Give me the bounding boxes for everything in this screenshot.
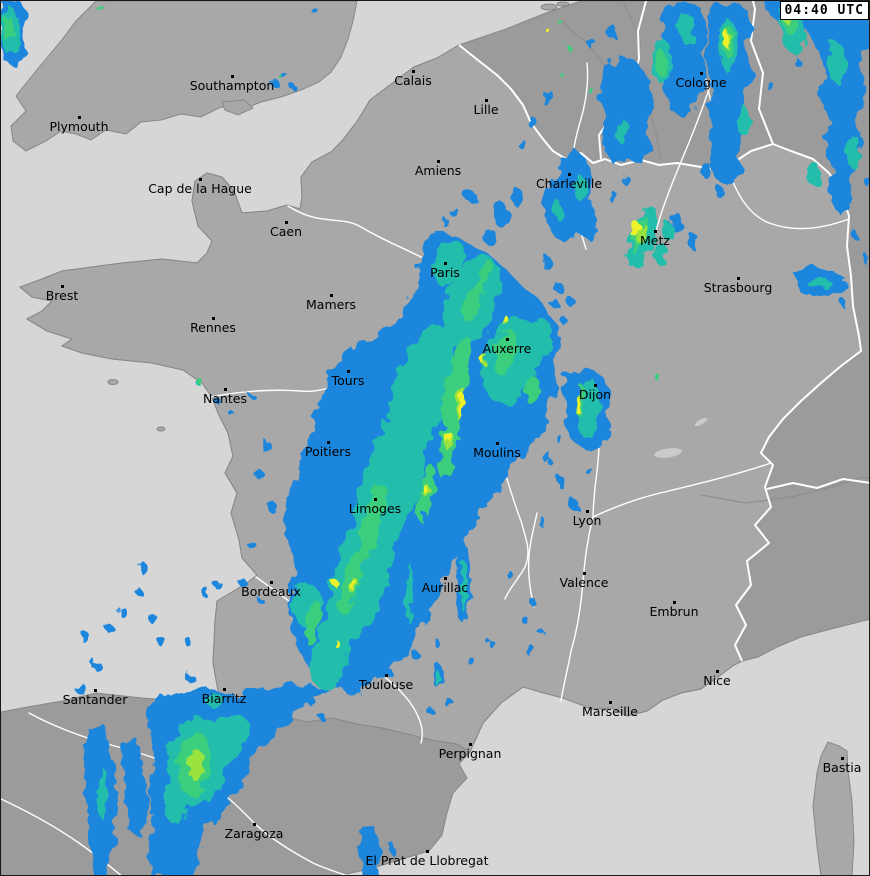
city-label-lyon: Lyon [572, 513, 602, 528]
city-label-lille: Lille [473, 102, 499, 117]
city-dot-lyon [586, 510, 589, 513]
city-label-zaragoza: Zaragoza [224, 826, 284, 841]
city-label-cologne: Cologne [675, 75, 727, 90]
city-label-el-prat-de-llobregat: El Prat de Llobregat [365, 853, 489, 868]
city-label-metz: Metz [640, 233, 670, 248]
city-dot-amiens [437, 160, 440, 163]
city-label-valence: Valence [559, 575, 609, 590]
city-dot-biarritz [223, 688, 226, 691]
city-label-limoges: Limoges [348, 501, 402, 516]
city-label-bastia: Bastia [822, 760, 862, 775]
city-dot-calais [412, 70, 415, 73]
city-label-poitiers: Poitiers [305, 444, 351, 459]
city-dot-plymouth [78, 116, 81, 119]
city-label-perpignan: Perpignan [438, 746, 502, 761]
city-dot-cologne [700, 72, 703, 75]
city-label-aurillac: Aurillac [421, 580, 469, 595]
lakes [654, 417, 708, 458]
city-label-nice: Nice [703, 673, 731, 688]
city-dot-tours [347, 370, 350, 373]
city-dot-lille [485, 99, 488, 102]
city-dot-caen [285, 221, 288, 224]
city-dot-cap-de-la-hague [199, 178, 202, 181]
city-dot-rennes [212, 317, 215, 320]
land-england [10, 1, 570, 152]
city-dot-santander [94, 689, 97, 692]
city-dot-brest [61, 285, 64, 288]
city-dot-aurillac [444, 577, 447, 580]
city-label-charleville: Charleville [535, 176, 603, 191]
city-dot-charleville [568, 173, 571, 176]
city-label-dijon: Dijon [578, 387, 612, 402]
city-label-cap-de-la-hague: Cap de la Hague [148, 181, 252, 196]
city-dot-limoges [374, 498, 377, 501]
city-label-marseille: Marseille [582, 704, 638, 719]
city-label-rennes: Rennes [190, 320, 236, 335]
city-label-toulouse: Toulouse [358, 677, 414, 692]
city-dot-zaragoza [253, 823, 256, 826]
city-dot-bastia [841, 757, 844, 760]
city-label-nantes: Nantes [202, 391, 248, 406]
city-label-paris: Paris [430, 265, 460, 280]
city-dot-toulouse [385, 674, 388, 677]
city-dot-nice [716, 670, 719, 673]
city-dot-auxerre [506, 338, 509, 341]
city-dot-marseille [609, 701, 612, 704]
city-dot-dijon [594, 384, 597, 387]
city-dot-paris [444, 262, 447, 265]
land-islands [107, 379, 855, 875]
city-label-tours: Tours [331, 373, 365, 388]
city-dot-embrun [673, 601, 676, 604]
city-dot-moulins [496, 442, 499, 445]
city-dot-bordeaux [270, 581, 273, 584]
city-label-strasbourg: Strasbourg [703, 280, 773, 295]
city-label-brest: Brest [45, 288, 79, 303]
timestamp: 04:40 UTC [779, 1, 869, 20]
city-label-santander: Santander [62, 692, 128, 707]
city-label-embrun: Embrun [649, 604, 699, 619]
city-dot-el-prat-de-llobregat [426, 850, 429, 853]
city-label-moulins: Moulins [473, 445, 521, 460]
city-label-biarritz: Biarritz [201, 691, 247, 706]
city-dot-nantes [224, 388, 227, 391]
city-label-mamers: Mamers [306, 297, 356, 312]
city-dot-valence [583, 572, 586, 575]
city-dot-metz [654, 230, 657, 233]
city-label-caen: Caen [269, 224, 303, 239]
city-label-bordeaux: Bordeaux [241, 584, 301, 599]
city-label-amiens: Amiens [414, 163, 462, 178]
city-dot-poitiers [327, 441, 330, 444]
city-label-plymouth: Plymouth [49, 119, 109, 134]
city-dot-perpignan [469, 743, 472, 746]
city-label-auxerre: Auxerre [482, 341, 532, 356]
city-label-southampton: Southampton [189, 78, 275, 93]
city-dot-mamers [330, 294, 333, 297]
city-dot-strasbourg [737, 277, 740, 280]
city-label-calais: Calais [394, 73, 432, 88]
city-dot-southampton [231, 75, 234, 78]
